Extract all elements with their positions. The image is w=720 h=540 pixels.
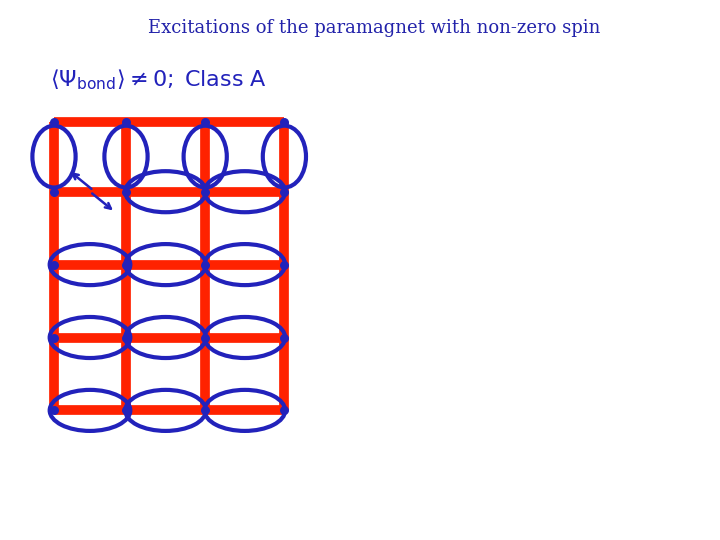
Point bbox=[279, 260, 290, 269]
Point bbox=[120, 333, 132, 342]
Point bbox=[48, 260, 60, 269]
Point bbox=[279, 406, 290, 415]
Point bbox=[120, 260, 132, 269]
Point bbox=[199, 406, 211, 415]
Point bbox=[199, 333, 211, 342]
Point bbox=[120, 117, 132, 126]
Point bbox=[199, 260, 211, 269]
Point bbox=[120, 406, 132, 415]
Point bbox=[120, 187, 132, 196]
Text: $\langle \Psi_{\mathrm{bond}} \rangle \neq 0;\;\mathrm{Class\ A}$: $\langle \Psi_{\mathrm{bond}} \rangle \n… bbox=[50, 68, 267, 92]
Point bbox=[199, 187, 211, 196]
Text: Excitations of the paramagnet with non-zero spin: Excitations of the paramagnet with non-z… bbox=[148, 19, 600, 37]
Point bbox=[199, 117, 211, 126]
Point bbox=[279, 187, 290, 196]
Point bbox=[48, 406, 60, 415]
Point bbox=[48, 187, 60, 196]
Point bbox=[279, 333, 290, 342]
Point bbox=[48, 333, 60, 342]
Point bbox=[279, 117, 290, 126]
Point bbox=[48, 117, 60, 126]
